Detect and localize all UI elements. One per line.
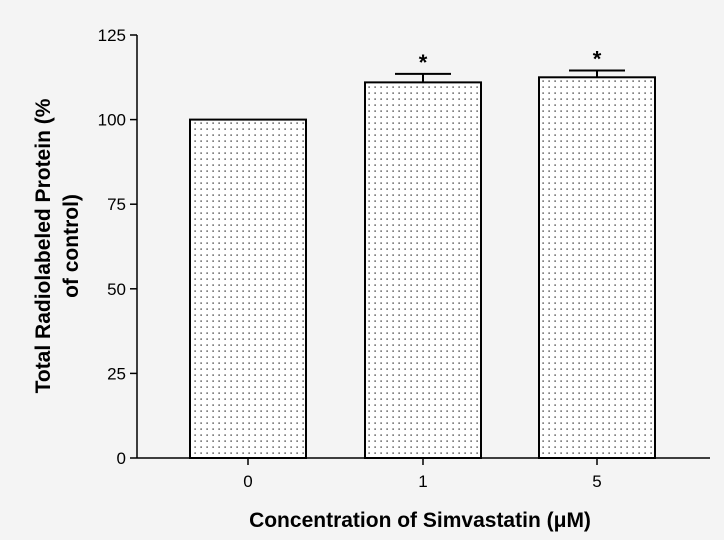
y-tick-label-0: 0 [117,449,126,468]
x-tick-label-0: 0 [243,472,252,491]
bar-5 [538,76,656,460]
y-axis-title-line1: Total Radiolabeled Protein (% [32,98,55,393]
significance-marker-1: * [419,50,428,75]
y-tick-label-50: 50 [107,280,126,299]
bar-0 [189,118,307,459]
y-tick-label-75: 75 [107,195,126,214]
bar-1 [364,81,482,459]
y-axis-title-line2: of control) [60,194,83,298]
x-axis-title: Concentration of Simvastatin (μM) [249,509,591,532]
y-tick-label-100: 100 [98,111,126,130]
x-tick-label-1: 1 [418,472,427,491]
bars-group: * * [189,47,656,460]
y-tick-label-25: 25 [107,364,126,383]
y-tick-label-125: 125 [98,26,126,45]
significance-marker-5: * [593,47,602,72]
x-tick-label-5: 5 [592,472,601,491]
